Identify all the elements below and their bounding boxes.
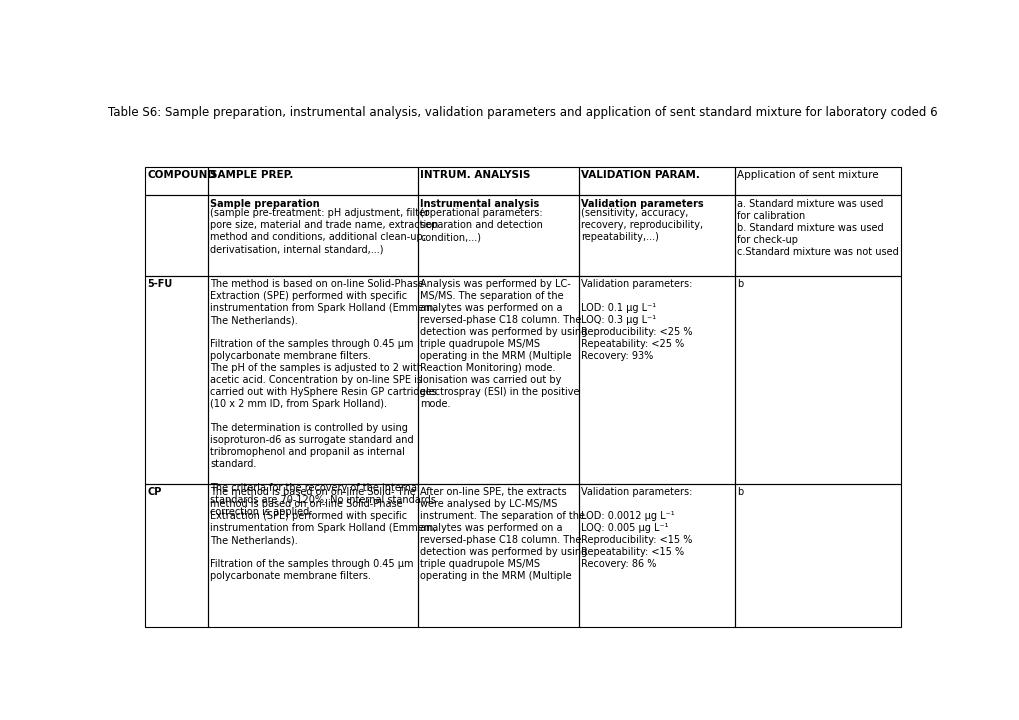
Text: Sample preparation: Sample preparation <box>210 199 319 209</box>
Bar <box>735 276 900 484</box>
Text: After on-line SPE, the extracts
were analysed by LC-MS/MS
instrument. The separa: After on-line SPE, the extracts were ana… <box>420 487 587 581</box>
Text: Table S6: Sample preparation, instrumental analysis, validation parameters and a: Table S6: Sample preparation, instrument… <box>108 106 936 119</box>
Bar <box>145 167 208 195</box>
Text: CP: CP <box>147 487 161 497</box>
Text: INTRUM. ANALYSIS: INTRUM. ANALYSIS <box>420 170 530 180</box>
Text: VALIDATION PARAM.: VALIDATION PARAM. <box>581 170 699 180</box>
Bar <box>578 195 735 276</box>
Text: (sensitivity, accuracy,
recovery, reproducibility,
repeatability,...): (sensitivity, accuracy, recovery, reprod… <box>581 208 702 242</box>
Text: (sample pre-treatment: pH adjustment, filter
pore size, material and trade name,: (sample pre-treatment: pH adjustment, fi… <box>210 208 438 254</box>
Bar <box>578 167 735 195</box>
Bar <box>418 195 578 276</box>
Bar <box>208 276 418 484</box>
Text: Instrumental analysis: Instrumental analysis <box>420 199 539 209</box>
Bar <box>418 167 578 195</box>
Bar <box>578 276 735 484</box>
Text: 5-FU: 5-FU <box>147 279 172 289</box>
Bar <box>735 195 900 276</box>
Text: (operational parameters:
separation and detection
condition,...): (operational parameters: separation and … <box>420 208 542 242</box>
Text: Validation parameters:

LOD: 0.1 μg L⁻¹
LOQ: 0.3 μg L⁻¹
Reproducibility: <25 %
R: Validation parameters: LOD: 0.1 μg L⁻¹ L… <box>581 279 692 361</box>
Text: The method is based on on-line Solid-Phase
Extraction (SPE) performed with speci: The method is based on on-line Solid-Pha… <box>210 279 436 517</box>
Text: Application of sent mixture: Application of sent mixture <box>737 170 878 180</box>
Text: SAMPLE PREP.: SAMPLE PREP. <box>210 170 293 180</box>
Bar <box>208 195 418 276</box>
Text: The method is based on on-line Solid- The
method is based on on-line Solid-Phase: The method is based on on-line Solid- Th… <box>210 487 436 581</box>
Bar <box>208 484 418 627</box>
Text: Analysis was performed by LC-
MS/MS. The separation of the
analytes was performe: Analysis was performed by LC- MS/MS. The… <box>420 279 587 409</box>
Bar <box>145 276 208 484</box>
Bar <box>735 484 900 627</box>
Bar <box>578 484 735 627</box>
Bar <box>418 276 578 484</box>
Text: Validation parameters:

LOD: 0.0012 μg L⁻¹
LOQ: 0.005 μg L⁻¹
Reproducibility: <1: Validation parameters: LOD: 0.0012 μg L⁻… <box>581 487 692 569</box>
Bar <box>145 195 208 276</box>
Bar <box>418 484 578 627</box>
Bar <box>208 167 418 195</box>
Text: b: b <box>737 279 743 289</box>
Text: b: b <box>737 487 743 497</box>
Text: COMPOUND: COMPOUND <box>147 170 216 180</box>
Text: Validation parameters: Validation parameters <box>581 199 703 209</box>
Bar <box>145 484 208 627</box>
Bar <box>735 167 900 195</box>
Text: a. Standard mixture was used
for calibration
b. Standard mixture was used
for ch: a. Standard mixture was used for calibra… <box>737 199 899 256</box>
